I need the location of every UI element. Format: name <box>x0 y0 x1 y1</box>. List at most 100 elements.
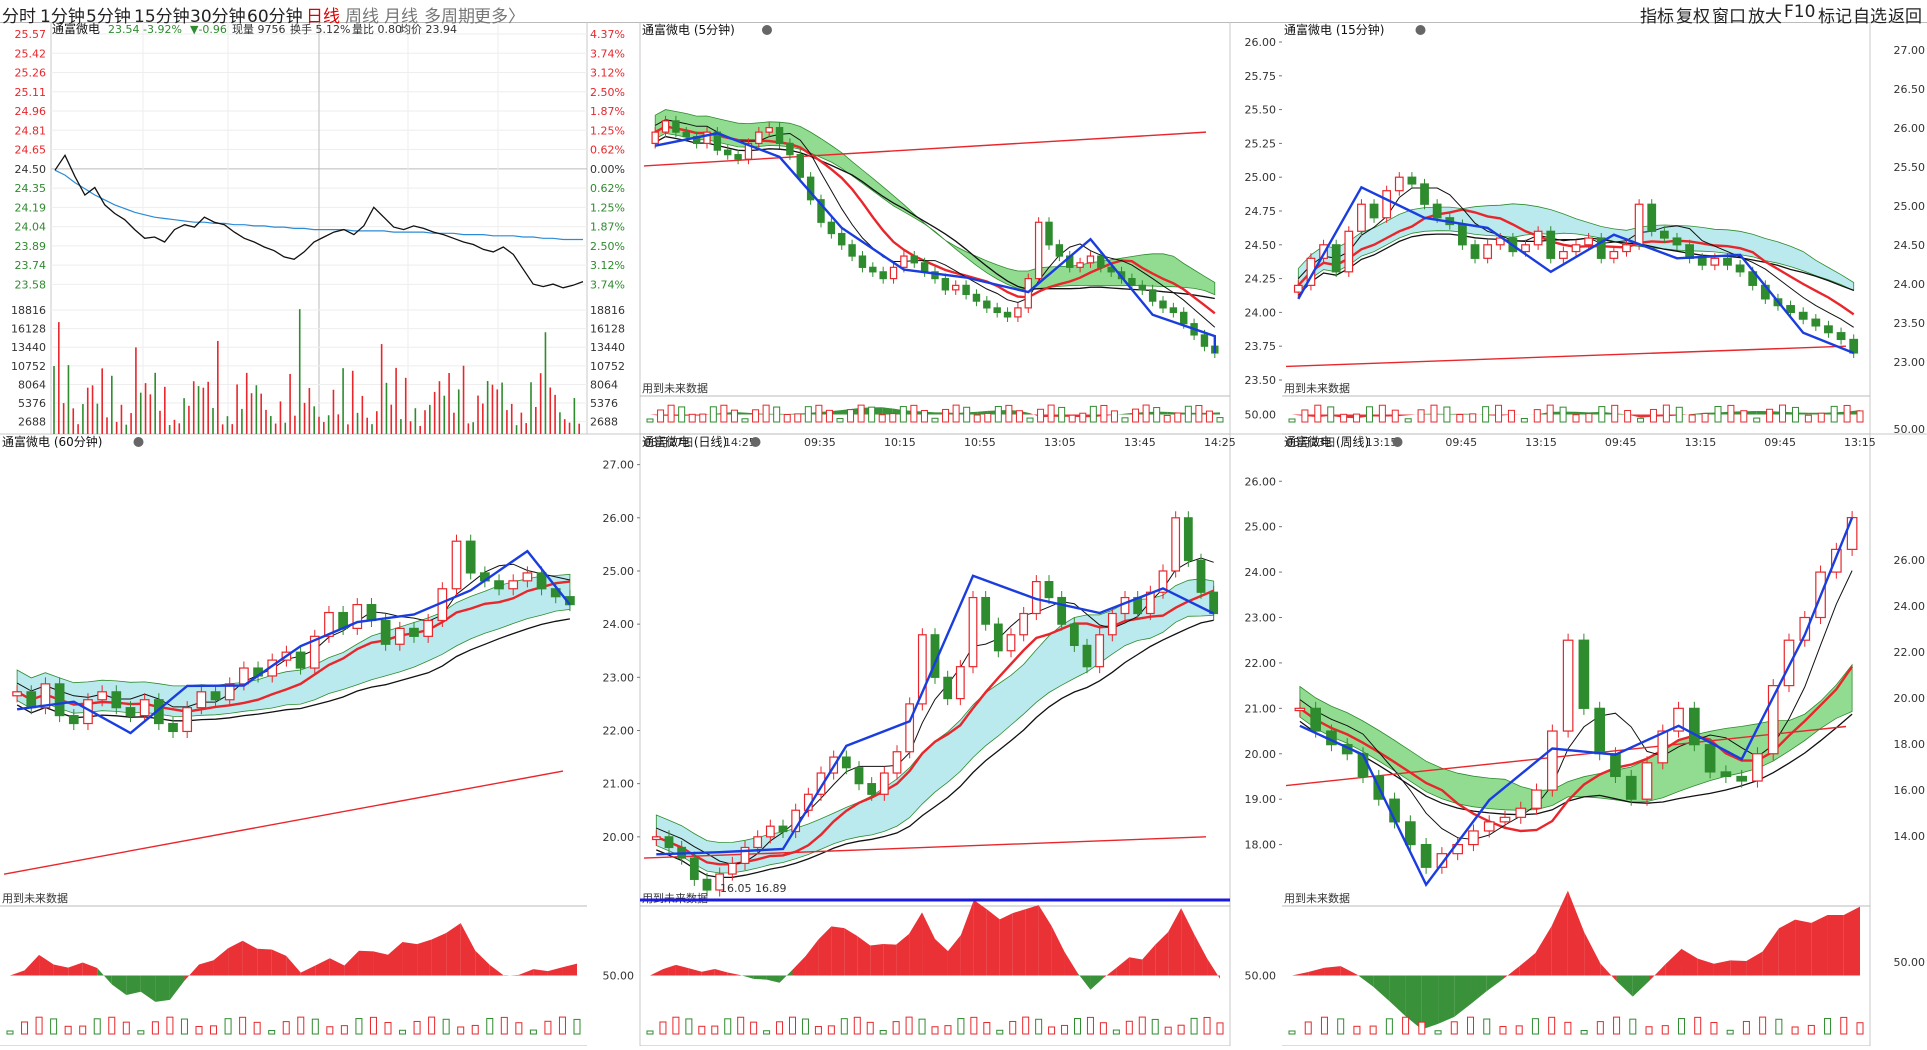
candle <box>1295 285 1303 292</box>
oscillator-segment <box>446 923 461 975</box>
intraday-price-tick: 25.57 <box>15 28 47 41</box>
oscillator-segment <box>1052 926 1065 975</box>
x-axis-label-p15m: 13:15 <box>1685 436 1717 449</box>
right-axis-tick: 24.50 <box>1894 239 1926 252</box>
candle <box>240 668 249 684</box>
oscillator-bar <box>1516 1026 1522 1034</box>
oscillator-bar <box>574 1019 580 1034</box>
oscillator-bar <box>1196 406 1202 422</box>
oscillator-bar <box>1573 415 1579 422</box>
oscillator-segment <box>818 926 831 975</box>
f10-button[interactable]: F10 <box>1784 2 1815 22</box>
oscillator-bar <box>1379 405 1385 422</box>
candle <box>1642 763 1651 799</box>
candle <box>1635 204 1643 245</box>
oscillator-bar <box>51 1019 57 1034</box>
oscillator-segment <box>1568 891 1584 976</box>
x-axis-label-p5m: 14:25 <box>1204 436 1236 449</box>
oscillator-segment <box>1341 966 1357 975</box>
candle <box>13 692 22 696</box>
candle <box>1408 177 1416 184</box>
candle <box>1087 256 1093 263</box>
candle <box>1058 598 1066 625</box>
candle <box>1522 245 1530 252</box>
oscillator-bar <box>1549 1017 1555 1034</box>
oscillator-bar <box>686 1019 692 1034</box>
candle <box>1201 335 1207 346</box>
panel-title-p5m: 通富微电 (5分钟) <box>642 22 735 37</box>
candle <box>1295 708 1304 710</box>
candle <box>1611 754 1620 777</box>
candle <box>197 692 206 708</box>
candle <box>942 279 948 290</box>
oscillator-bar <box>138 1031 144 1034</box>
right-axis-tick: 24.00 <box>1894 600 1926 613</box>
price-tick-p15m: 24.25 <box>1245 273 1277 286</box>
x-axis-label-p15m: 13:15 <box>1844 436 1876 449</box>
intraday-volume-tick: 13440 <box>11 341 46 354</box>
oscillator-bar <box>1338 1019 1344 1034</box>
oscillator-bar <box>298 1017 304 1034</box>
candle <box>1832 549 1841 572</box>
candle <box>828 222 834 233</box>
oscillator-bar <box>1857 411 1863 422</box>
oscillator-segment <box>1308 968 1324 976</box>
oscillator-bar <box>1767 409 1773 422</box>
oscillator-bar <box>1049 1027 1055 1034</box>
price-tick-p15m: 23.50 <box>1245 374 1277 387</box>
oscillator-bar <box>1650 409 1656 422</box>
intraday-pct-tick: 4.37% <box>590 28 625 41</box>
oscillator-bar <box>1075 1018 1081 1034</box>
long-term-line <box>4 771 563 874</box>
oscillator-bar <box>679 407 685 422</box>
oscillator-bar <box>1090 406 1096 422</box>
right-axis-tick: 20.00 <box>1894 692 1926 705</box>
oscillator-segment <box>97 968 112 984</box>
candle <box>1077 263 1083 268</box>
panel-settings-icon <box>134 437 144 447</box>
oscillator-bar <box>689 414 695 422</box>
oscillator-segment <box>1181 908 1194 975</box>
intraday-volume-tick: 10752 <box>590 360 625 373</box>
oscillator-segment <box>1698 959 1714 976</box>
x-axis-label-p5m: 13:05 <box>1044 436 1076 449</box>
oscillator-bar <box>1059 407 1065 422</box>
oscillator-bar <box>1165 1027 1171 1034</box>
oscillator-bar <box>1126 1021 1132 1034</box>
oscillator-bar <box>1831 406 1837 422</box>
oscillator-bar <box>1143 405 1149 422</box>
oscillator-bar <box>753 410 759 422</box>
oscillator-bar <box>1027 418 1033 422</box>
price-tick-pday: 24.00 <box>603 618 635 631</box>
intraday-volume-tick: 8064 <box>590 378 618 391</box>
oscillator-bar <box>1062 1025 1068 1034</box>
oscillator-bar <box>1185 406 1191 422</box>
oscillator-bar <box>1776 1019 1782 1034</box>
oscillator-segment <box>1811 915 1827 975</box>
candle <box>466 541 475 573</box>
oscillator-bar <box>1204 1017 1210 1034</box>
intraday-price-tick: 23.89 <box>15 240 47 253</box>
oscillator-segment <box>1763 928 1779 975</box>
candle <box>1197 560 1205 592</box>
candle <box>665 837 673 848</box>
candle <box>211 692 220 700</box>
right-axis-osc-tick: 50.00 <box>1894 423 1926 436</box>
price-tick-pday: 27.00 <box>603 459 635 472</box>
oscillator-segment <box>961 900 974 976</box>
candle <box>859 256 865 267</box>
oscillator-segment <box>883 944 896 976</box>
oscillator-segment <box>1552 891 1568 976</box>
oscillator-bar <box>152 1022 158 1034</box>
candle <box>1096 635 1104 667</box>
intraday-pct-tick: 1.87% <box>590 105 625 118</box>
candle <box>984 301 990 308</box>
candle <box>27 692 36 708</box>
oscillator-bar <box>458 1027 464 1034</box>
candle <box>881 773 889 794</box>
oscillator-bar <box>932 1027 938 1034</box>
candle <box>1484 822 1493 831</box>
intraday-price-tick: 23.58 <box>15 278 47 291</box>
panel-settings-icon <box>1393 437 1403 447</box>
